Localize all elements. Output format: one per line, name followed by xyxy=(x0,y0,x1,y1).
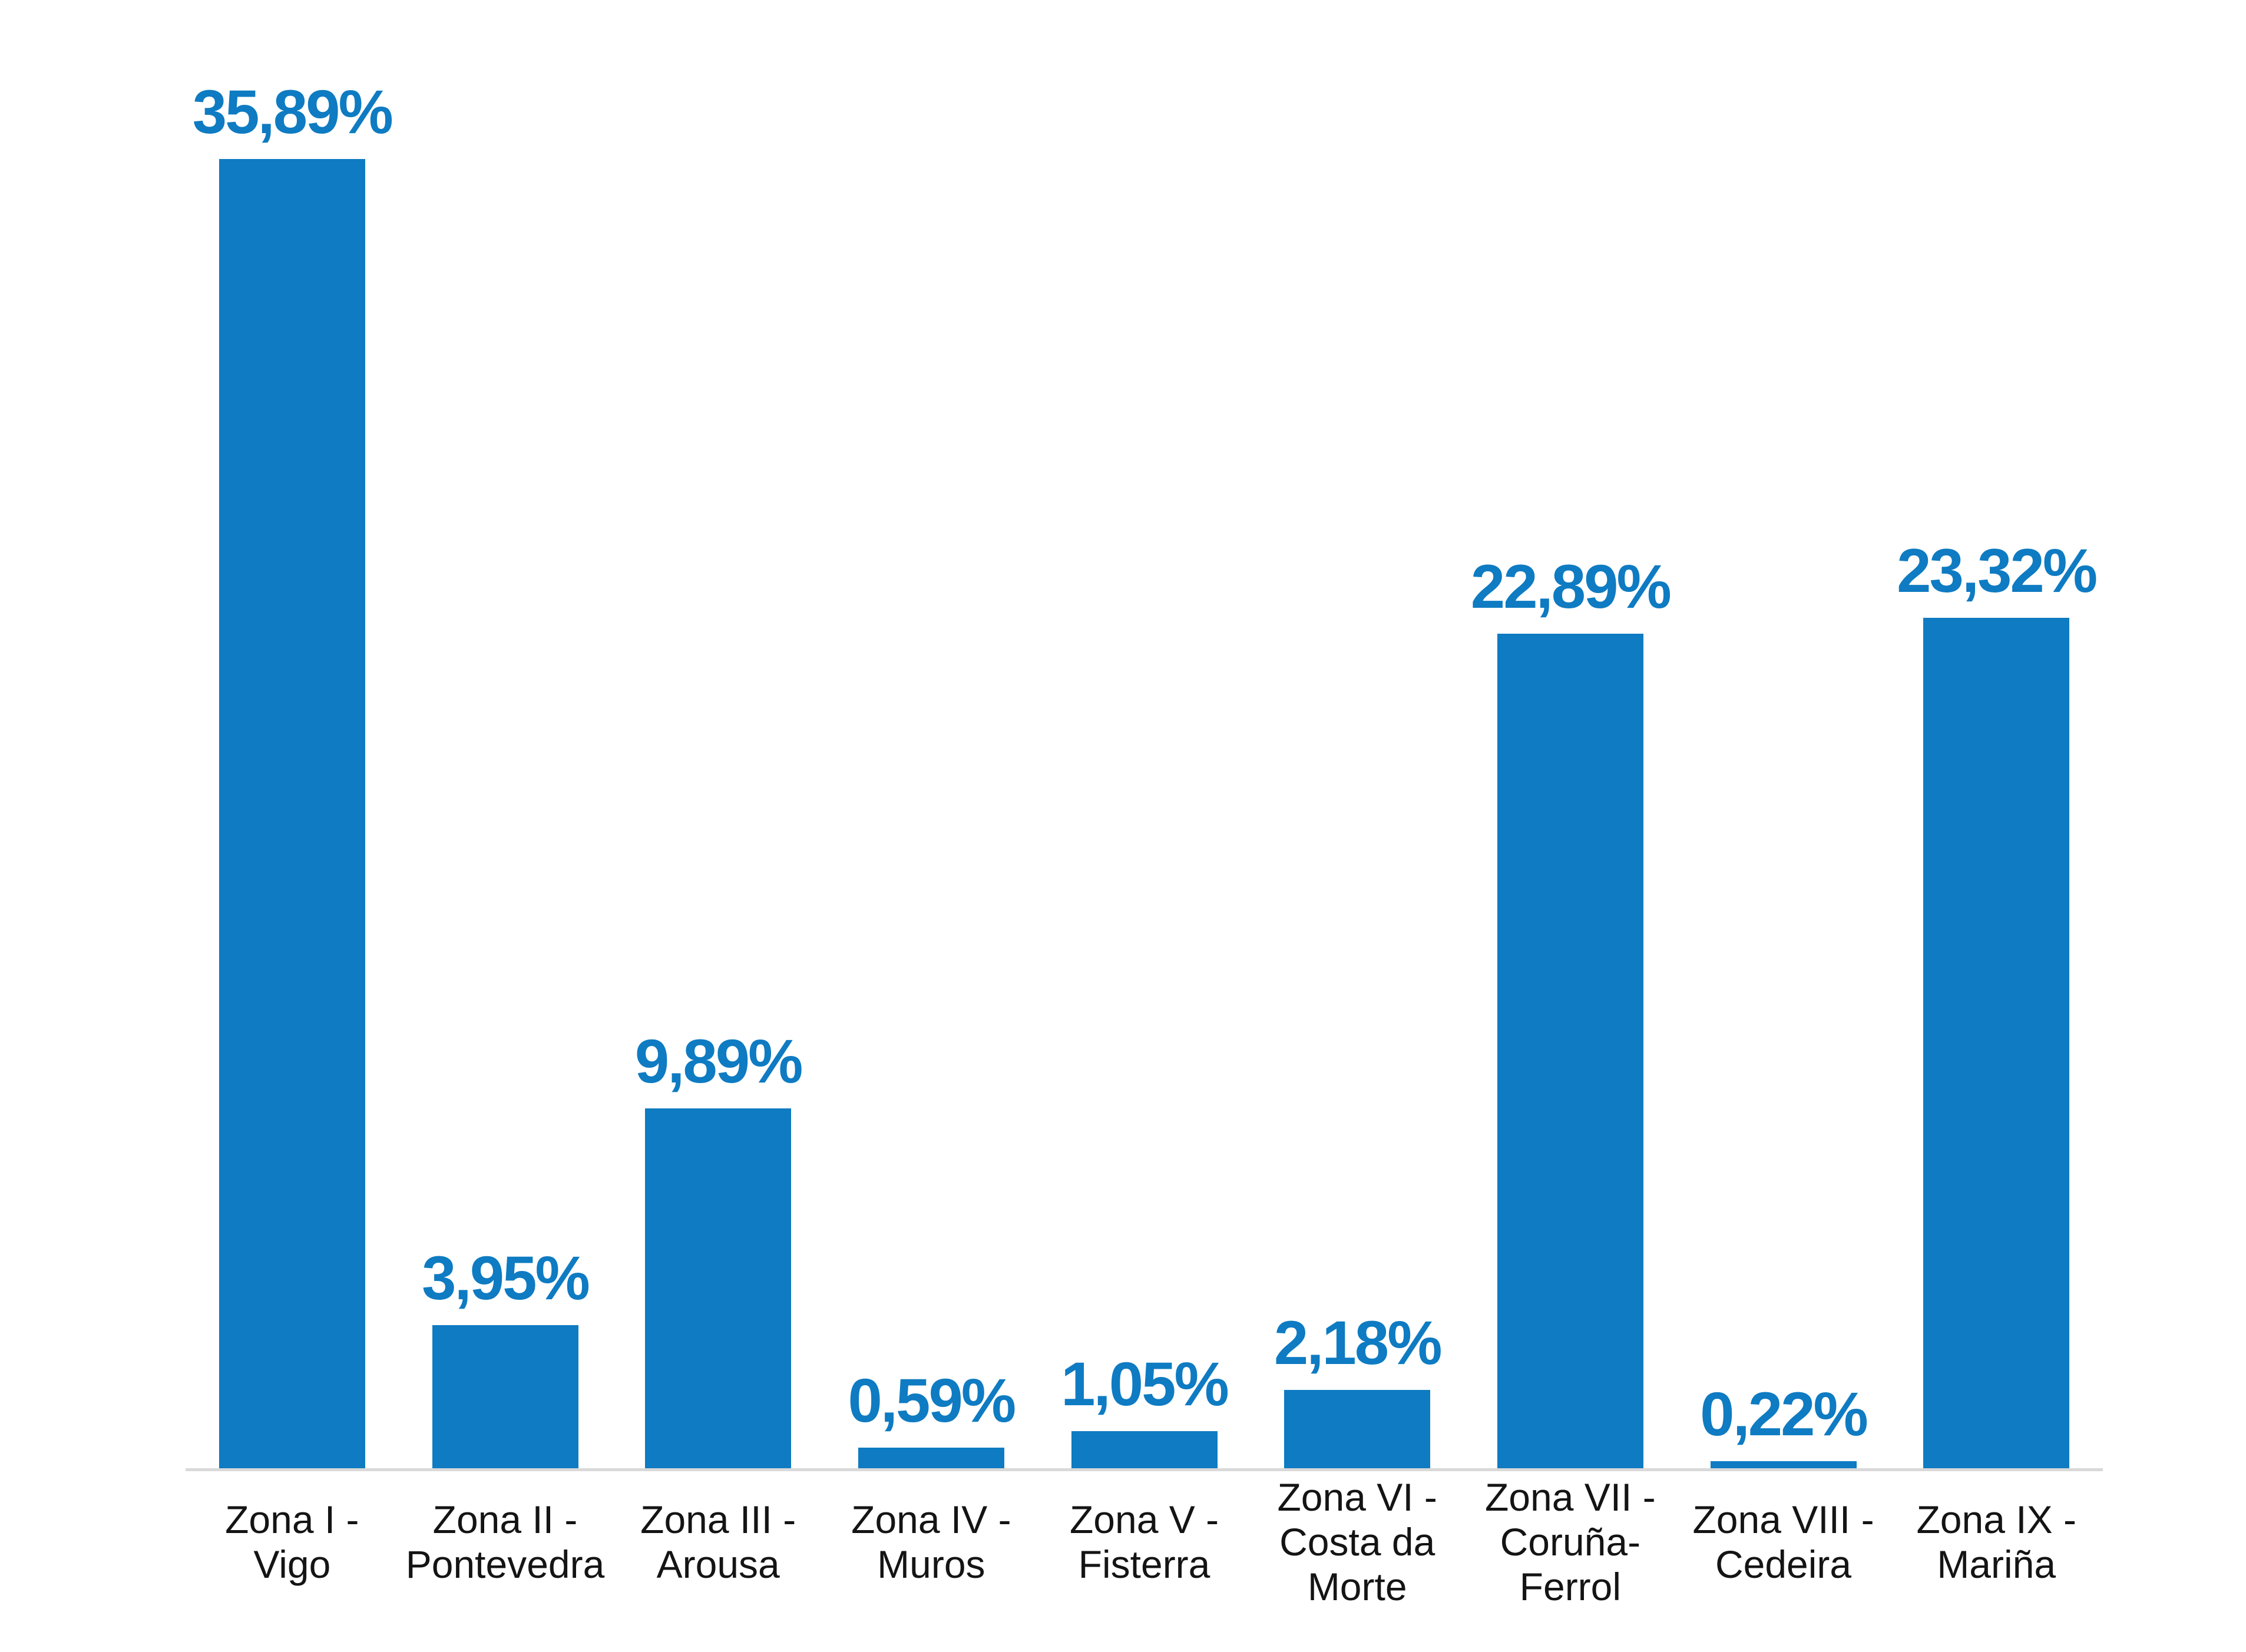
x-axis-label: Zona VIII - Cedeira xyxy=(1677,1471,1890,1613)
bar-6 xyxy=(1284,1390,1431,1469)
category-column: 35,89% xyxy=(186,0,399,1469)
bar-1 xyxy=(219,159,365,1469)
bar-value-label: 2,18% xyxy=(1273,1309,1443,1378)
x-axis-label-line: Zona IX - xyxy=(1916,1498,2076,1541)
x-axis-label-line: Mariña xyxy=(1937,1542,2056,1586)
x-axis-label: Zona VI - Costa da Morte xyxy=(1251,1471,1464,1613)
bar-value-label: 22,89% xyxy=(1470,552,1672,622)
x-axis-label-line: Zona V - xyxy=(1069,1498,1219,1541)
bar-8 xyxy=(1710,1461,1857,1469)
x-axis-label-line: Cedeira xyxy=(1715,1542,1852,1586)
x-axis-label-line: Ferrol xyxy=(1519,1565,1622,1608)
x-axis-label-line: Zona III - xyxy=(640,1498,796,1541)
x-axis-label-line: Zona IV - xyxy=(851,1498,1011,1541)
bar-value-label: 0,59% xyxy=(848,1366,1016,1436)
x-axis-label-line: Muros xyxy=(877,1542,985,1586)
bar-7 xyxy=(1497,634,1643,1469)
bar-value-label: 1,05% xyxy=(1061,1350,1229,1419)
x-axis-label-line: Zona VII - xyxy=(1484,1475,1656,1519)
bar-9 xyxy=(1923,618,2070,1469)
bar-value-label: 9,89% xyxy=(634,1027,803,1097)
category-column: 23,32% xyxy=(1890,0,2103,1469)
bar-3 xyxy=(645,1108,792,1469)
x-axis-label-line: Arousa xyxy=(656,1542,780,1586)
x-axis-label-line: Coruña- xyxy=(1500,1520,1641,1564)
x-axis-label-line: Zona VIII - xyxy=(1692,1498,1874,1541)
category-column: 9,89% xyxy=(611,0,825,1469)
x-axis-label-line: Pontevedra xyxy=(405,1542,605,1586)
x-axis-label-line: Costa da xyxy=(1279,1520,1435,1564)
bar-value-label: 23,32% xyxy=(1897,537,2098,606)
x-axis-label: Zona IX - Mariña xyxy=(1890,1471,2103,1613)
bars-area: 35,89% 3,95% 9,89% 0,59% 1,05% 2,18% 22,89% 0,2… xyxy=(186,0,2103,1469)
x-axis-label: Zona V - Fisterra xyxy=(1038,1471,1251,1613)
category-column: 2,18% xyxy=(1251,0,1464,1469)
category-column: 1,05% xyxy=(1038,0,1251,1469)
bar-5 xyxy=(1071,1431,1218,1469)
x-axis-label: Zona I - Vigo xyxy=(186,1471,399,1613)
category-column: 3,95% xyxy=(399,0,612,1469)
x-axis-label-line: Fisterra xyxy=(1078,1542,1210,1586)
category-column: 0,59% xyxy=(825,0,1038,1469)
x-axis-label-line: Zona II - xyxy=(432,1498,578,1541)
bar-4 xyxy=(858,1448,1004,1469)
x-axis-labels: Zona I - Vigo Zona II - Pontevedra Zona III… xyxy=(186,1471,2103,1613)
category-column: 0,22% xyxy=(1677,0,1890,1469)
bar-value-label: 3,95% xyxy=(422,1244,590,1313)
x-axis-line xyxy=(186,1468,2103,1471)
x-axis-label: Zona II - Pontevedra xyxy=(399,1471,612,1613)
x-axis-label-line: Morte xyxy=(1307,1565,1407,1608)
x-axis-label: Zona III - Arousa xyxy=(611,1471,825,1613)
x-axis-label: Zona VII - Coruña- Ferrol xyxy=(1464,1471,1677,1613)
x-axis-label-line: Zona VI - xyxy=(1277,1475,1437,1519)
bar-value-label: 0,22% xyxy=(1700,1380,1868,1449)
bar-value-label: 35,89% xyxy=(192,78,393,147)
bar-2 xyxy=(432,1325,578,1469)
x-axis-label: Zona IV - Muros xyxy=(825,1471,1038,1613)
x-axis-label-line: Zona I - Vigo xyxy=(225,1498,359,1586)
category-column: 22,89% xyxy=(1464,0,1677,1469)
